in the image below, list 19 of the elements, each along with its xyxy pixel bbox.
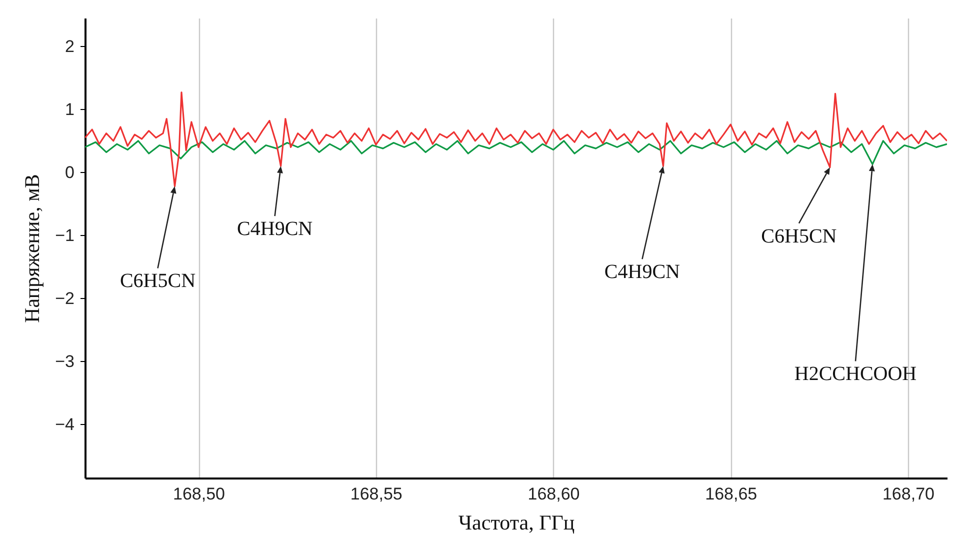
y-tick-label: −3	[55, 352, 74, 371]
y-tick-label: −1	[55, 226, 74, 245]
annotation: C6H5CN	[120, 270, 196, 292]
y-tick-label: −4	[55, 414, 74, 434]
x-tick-label: 168,60	[528, 484, 580, 504]
x-tick-label: 168,70	[882, 484, 934, 504]
x-tick-label: 168,65	[705, 484, 758, 504]
annotation: C4H9CN	[604, 261, 680, 284]
y-axis-title: Напряжение, мВ	[20, 174, 44, 323]
y-tick-label: 0	[65, 162, 74, 182]
annotation: C6H5CN	[761, 225, 837, 248]
x-tick-label: 168,50	[173, 484, 226, 504]
annotation: C4H9CN	[237, 218, 313, 240]
y-tick-label: 2	[65, 36, 74, 56]
y-tick-label: −2	[55, 288, 74, 308]
x-tick-label: 168,55	[350, 484, 402, 504]
y-tick-label: 1	[65, 100, 74, 119]
x-axis-title: Частота, ГГц	[458, 510, 575, 534]
annotation: H2CCHCOOH	[794, 363, 917, 386]
